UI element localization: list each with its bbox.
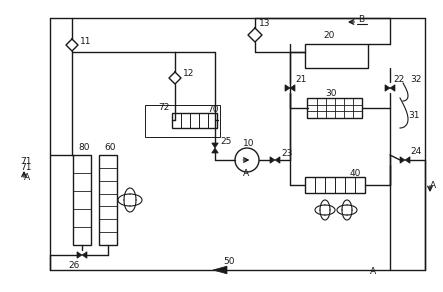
Polygon shape [213,266,227,274]
Text: 23: 23 [281,150,292,159]
Text: 10: 10 [243,140,254,149]
Polygon shape [82,252,87,258]
Text: 22: 22 [393,76,404,84]
Polygon shape [270,157,275,163]
Bar [305,177,365,193]
Text: 24: 24 [410,147,421,157]
Text: 50: 50 [223,258,234,267]
Text: 71: 71 [20,157,31,166]
Text: 11: 11 [80,36,92,46]
Polygon shape [385,85,390,91]
Text: 72: 72 [158,103,169,112]
Bar [73,155,91,245]
Bar [172,112,218,128]
Bar [305,44,368,68]
Polygon shape [390,85,395,91]
Text: 80: 80 [78,142,89,152]
Text: A: A [370,267,376,277]
Text: B: B [358,15,364,23]
Text: 40: 40 [350,168,361,178]
Text: 71: 71 [20,164,31,173]
Text: 60: 60 [104,142,116,152]
Polygon shape [285,85,290,91]
Text: 30: 30 [325,88,337,98]
Text: 32: 32 [410,76,421,84]
Text: 31: 31 [408,112,420,121]
Text: 12: 12 [183,69,194,79]
Polygon shape [275,157,280,163]
Polygon shape [212,143,218,148]
Bar [99,155,117,245]
Bar [307,98,362,118]
Polygon shape [290,85,295,91]
Text: 70: 70 [207,105,218,114]
Text: 21: 21 [295,76,307,84]
Polygon shape [212,148,218,153]
Bar [145,105,220,137]
Text: 20: 20 [323,32,334,41]
Polygon shape [77,252,82,258]
Text: 25: 25 [220,138,231,147]
Text: A: A [243,169,249,178]
Polygon shape [400,157,405,163]
Text: 26: 26 [68,260,79,270]
Text: A: A [430,180,436,190]
Text: A: A [24,173,30,182]
Polygon shape [405,157,410,163]
Text: 13: 13 [259,18,271,27]
